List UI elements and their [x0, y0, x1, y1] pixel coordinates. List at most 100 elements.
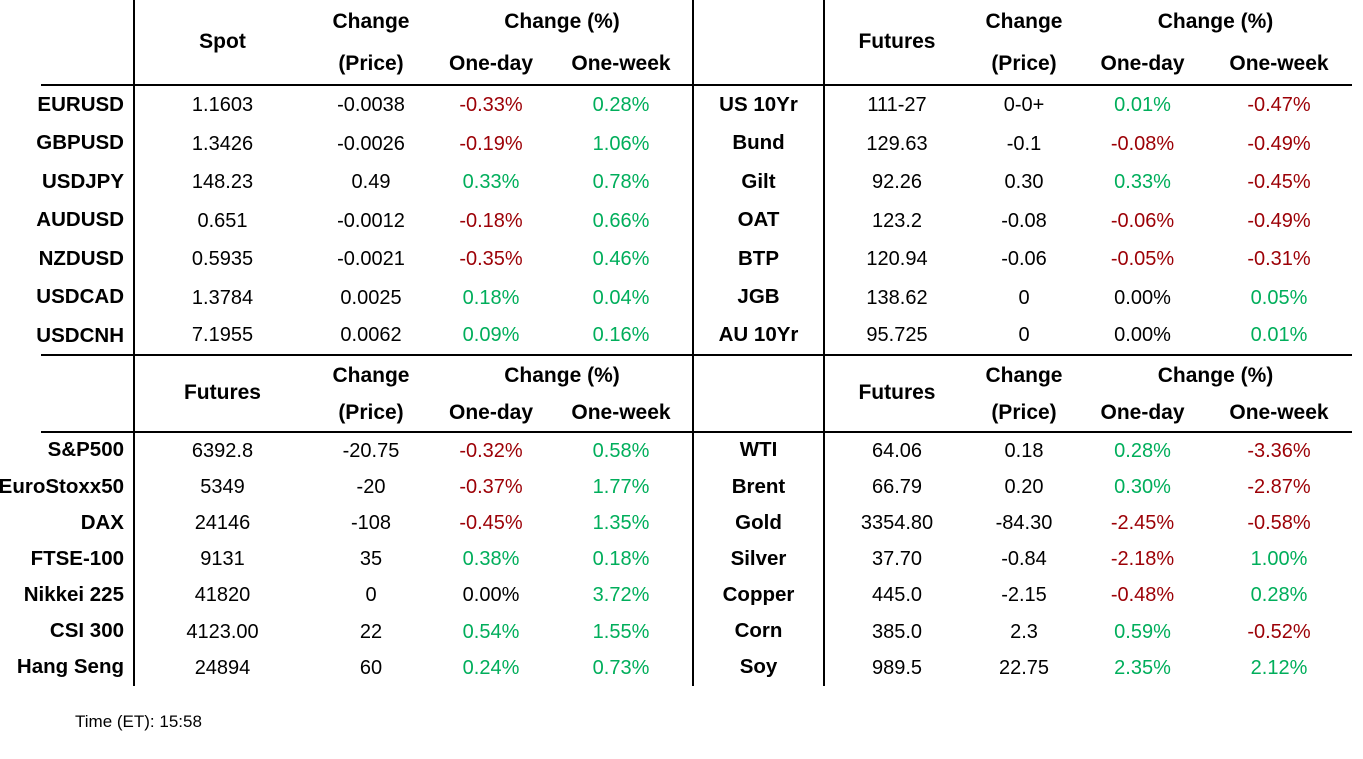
- one-day-change-cell: -2.18%: [1110, 548, 1175, 571]
- row-label: S&P500: [0, 432, 135, 469]
- one-day-change-cell: -0.18%: [459, 209, 523, 232]
- change-price-header-line2: (Price): [969, 396, 1079, 433]
- corner-cell: [692, 355, 825, 433]
- row-label: JGB: [692, 278, 825, 317]
- one-week-change-cell: 1.77%: [592, 475, 650, 498]
- one-week-change-cell: -0.45%: [1247, 171, 1311, 194]
- one-week-change-cell: -0.58%: [1247, 511, 1311, 534]
- bond-futures-table: Futures Change (Price) Change (%) One-da…: [692, 0, 1352, 356]
- change-price-cell: 0: [365, 584, 377, 607]
- row-label: CSI 300: [0, 613, 135, 650]
- change-price-header-line2: (Price): [969, 44, 1079, 86]
- one-week-change-cell: 0.18%: [592, 548, 650, 571]
- row-label: Copper: [692, 577, 825, 614]
- row-label: GBPUSD: [0, 124, 135, 163]
- value-cell: 4123.00: [186, 620, 259, 643]
- row-label: Brent: [692, 468, 825, 505]
- one-day-change-cell: -0.33%: [459, 94, 523, 117]
- change-price-cell: 0: [969, 317, 1079, 356]
- corner-cell: [0, 355, 135, 433]
- value-cell: 120.94: [866, 248, 928, 271]
- one-day-change-cell: 0.30%: [1114, 475, 1171, 498]
- one-week-change-cell: 0.05%: [1250, 286, 1308, 309]
- value-cell: 123.2: [871, 209, 923, 232]
- one-day-change-cell: 0.54%: [462, 620, 520, 643]
- change-price-cell: -2.15: [1001, 584, 1047, 607]
- change-price-header-line1: Change: [332, 363, 410, 387]
- change-price-cell: -20: [356, 475, 386, 498]
- change-pct-header: Change (%): [1157, 10, 1274, 34]
- change-price-cell: 35: [359, 548, 383, 571]
- row-label: Hang Seng: [0, 649, 135, 686]
- one-week-change-cell: -3.36%: [1247, 439, 1311, 462]
- row-label: WTI: [692, 432, 825, 469]
- change-pct-header: Change (%): [504, 10, 620, 34]
- row-label: USDCAD: [0, 278, 135, 317]
- change-price-header-line1: Change: [332, 10, 410, 34]
- one-day-header: One-day: [1079, 44, 1206, 86]
- row-label: Silver: [692, 541, 825, 578]
- value-cell: 1.3784: [191, 286, 254, 309]
- one-day-change-cell: 0.33%: [1114, 171, 1171, 194]
- value-cell: 41820: [194, 584, 251, 607]
- change-pct-header: Change (%): [1157, 363, 1274, 387]
- change-price-cell: 0.20: [1004, 475, 1044, 498]
- value-cell: 9131: [200, 548, 245, 571]
- one-day-change-cell: 2.35%: [1114, 656, 1171, 679]
- row-label: Corn: [692, 613, 825, 650]
- row-label: US 10Yr: [692, 86, 825, 125]
- one-week-change-cell: 0.58%: [592, 439, 650, 462]
- change-price-cell: 0.49: [351, 171, 391, 194]
- fx-table: Spot Change (Price) Change (%) One-day O…: [0, 0, 692, 356]
- change-price-cell: 0-0+: [1003, 94, 1045, 117]
- one-week-change-cell: -0.47%: [1247, 94, 1311, 117]
- change-price-cell: -84.30: [995, 511, 1053, 534]
- equity-futures-table: Futures Change (Price) Change (%) One-da…: [0, 355, 692, 686]
- value-cell: 3354.80: [860, 511, 934, 534]
- row-label: Nikkei 225: [0, 577, 135, 614]
- one-week-header: One-week: [1206, 396, 1352, 433]
- one-week-change-cell: -2.87%: [1247, 475, 1311, 498]
- one-week-change-cell: 3.72%: [592, 584, 650, 607]
- change-price-cell: 60: [359, 656, 383, 679]
- one-day-change-cell: 0.09%: [432, 317, 550, 356]
- one-week-change-cell: 0.01%: [1206, 317, 1352, 356]
- one-day-change-cell: 0.00%: [1114, 286, 1171, 309]
- one-day-change-cell: 0.24%: [462, 656, 520, 679]
- commodity-futures-table: Futures Change (Price) Change (%) One-da…: [692, 355, 1352, 686]
- row-label: DAX: [0, 504, 135, 542]
- one-week-change-cell: 0.16%: [550, 317, 692, 356]
- change-price-cell: -0.84: [1001, 548, 1047, 571]
- value-column-header: Futures: [825, 0, 969, 86]
- change-price-cell: -0.1: [1006, 132, 1042, 155]
- one-day-header: One-day: [432, 396, 550, 433]
- value-cell: 129.63: [866, 132, 928, 155]
- one-day-change-cell: -0.19%: [459, 132, 523, 155]
- value-cell: 5349: [200, 475, 245, 498]
- one-day-change-cell: -0.06%: [1110, 209, 1175, 232]
- one-week-change-cell: 1.06%: [592, 132, 650, 155]
- corner-cell: [692, 0, 825, 86]
- change-price-cell: 22.75: [998, 656, 1050, 679]
- change-price-cell: -108: [350, 511, 392, 534]
- one-day-change-cell: -2.45%: [1110, 511, 1175, 534]
- one-day-change-cell: -0.37%: [459, 475, 523, 498]
- one-day-change-cell: 0.01%: [1114, 94, 1171, 117]
- change-price-cell: 0.30: [1004, 171, 1044, 194]
- top-section: Spot Change (Price) Change (%) One-day O…: [0, 0, 1363, 356]
- change-price-cell: -0.0021: [337, 248, 405, 271]
- corner-cell: [0, 0, 135, 86]
- value-cell: 6392.8: [191, 439, 254, 462]
- value-cell: 24894: [194, 656, 251, 679]
- row-label: USDCNH: [0, 317, 135, 356]
- change-price-cell: -0.08: [1001, 209, 1047, 232]
- value-cell: 445.0: [871, 584, 923, 607]
- value-column-header: Spot: [135, 0, 310, 86]
- one-day-change-cell: -0.45%: [459, 511, 523, 534]
- bottom-section: Futures Change (Price) Change (%) One-da…: [0, 355, 1363, 686]
- value-cell: 385.0: [871, 620, 923, 643]
- one-week-change-cell: 1.35%: [592, 511, 650, 534]
- value-cell: 92.26: [871, 171, 923, 194]
- row-label: OAT: [692, 201, 825, 240]
